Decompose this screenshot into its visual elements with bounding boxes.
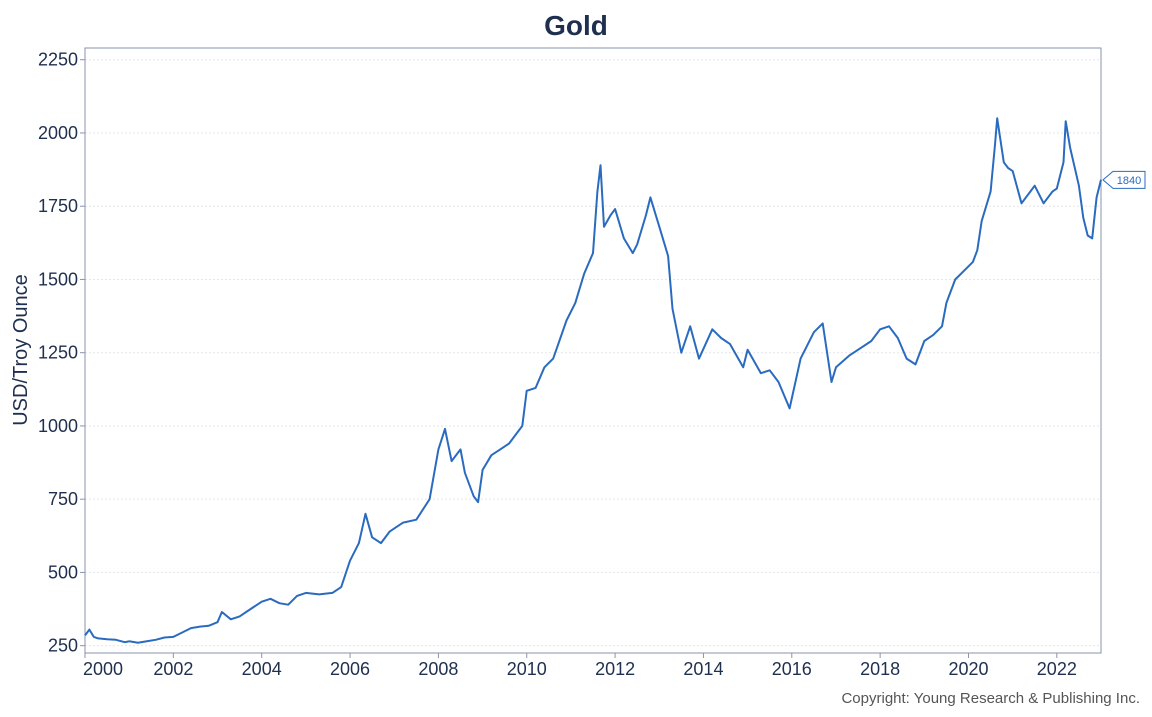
last-value-marker: 1840 (1102, 170, 1146, 189)
x-tick-label: 2002 (153, 659, 193, 679)
copyright-note: Copyright: Young Research & Publishing I… (841, 690, 1140, 707)
y-tick-label: 1500 (38, 269, 78, 289)
last-value-box (1102, 170, 1146, 189)
x-tick-label: 2004 (242, 659, 282, 679)
chart-title: Gold (544, 10, 608, 41)
y-axis-label: USD/Troy Ounce (10, 274, 32, 426)
x-tick-label: 2000 (83, 659, 123, 679)
x-tick-label: 2018 (860, 659, 900, 679)
y-tick-label: 250 (48, 636, 78, 656)
y-axis-ticks: 250 500 750 1000 1250 1500 1750 2000 2250 (38, 50, 85, 656)
plot-frame (84, 47, 1102, 654)
last-value-label: 1840 (1117, 175, 1141, 187)
y-tick-label: 1250 (38, 343, 78, 363)
x-tick-label: 2006 (330, 659, 370, 679)
x-tick-label: 2016 (772, 659, 812, 679)
y-tick-label: 750 (48, 489, 78, 509)
x-tick-label: 2010 (507, 659, 547, 679)
x-tick-label: 2012 (595, 659, 635, 679)
x-tick-label: 2020 (948, 659, 988, 679)
y-tick-label: 1000 (38, 416, 78, 436)
y-tick-label: 2250 (38, 50, 78, 70)
x-axis-ticks: 2000 2002 2004 2006 2008 2010 2012 2014 2016 2018… (83, 653, 1077, 679)
y-tick-label: 2000 (38, 123, 78, 143)
x-tick-label: 2014 (683, 659, 723, 679)
y-tick-label: 1750 (38, 196, 78, 216)
x-tick-label: 2022 (1037, 659, 1077, 679)
x-tick-label: 2008 (418, 659, 458, 679)
gridlines (85, 59, 1101, 647)
gold-price-line (84, 117, 1102, 644)
y-tick-label: 500 (48, 562, 78, 582)
